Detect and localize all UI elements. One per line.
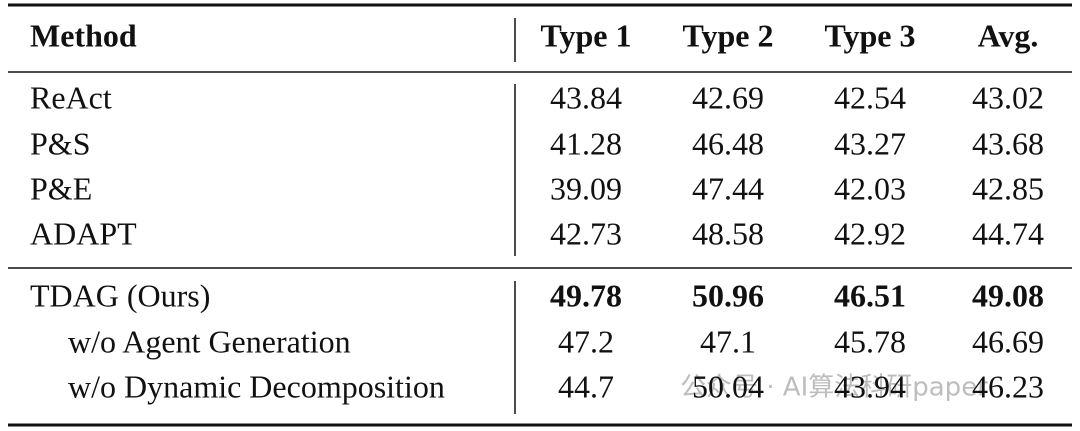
value-cell: 46.48	[692, 125, 764, 161]
value-cell: 50.04	[692, 368, 764, 404]
value-cell: 46.69	[972, 323, 1044, 359]
value-cell: 42.92	[834, 215, 906, 251]
value-cell: 47.2	[558, 323, 614, 359]
value-cell: 45.78	[834, 323, 906, 359]
method-cell: ReAct	[30, 79, 112, 115]
method-cell: w/o Dynamic Decomposition	[68, 368, 445, 404]
value-cell: 49.78	[550, 277, 622, 313]
method-cell: P&E	[30, 170, 92, 206]
method-cell: TDAG (Ours)	[30, 277, 210, 313]
header-cell: Method	[30, 17, 137, 53]
method-cell: ADAPT	[30, 215, 137, 251]
value-cell: 42.73	[550, 215, 622, 251]
value-cell: 44.74	[972, 215, 1044, 251]
value-cell: 44.7	[558, 368, 614, 404]
method-cell: w/o Agent Generation	[68, 323, 351, 359]
value-cell: 42.03	[834, 170, 906, 206]
value-cell: 49.08	[972, 277, 1044, 313]
value-cell: 50.96	[692, 277, 764, 313]
header-cell: Type 3	[825, 17, 916, 53]
header-cell: Avg.	[978, 17, 1039, 53]
value-cell: 43.27	[834, 125, 906, 161]
value-cell: 46.51	[834, 277, 906, 313]
header-cell: Type 2	[683, 17, 774, 53]
value-cell: 39.09	[550, 170, 622, 206]
value-cell: 48.58	[692, 215, 764, 251]
method-cell: P&S	[30, 125, 90, 161]
value-cell: 46.23	[972, 368, 1044, 404]
header-cell: Type 1	[541, 17, 632, 53]
value-cell: 42.69	[692, 79, 764, 115]
watermark: 公众号 · AI算法科研paper	[680, 373, 988, 403]
value-cell: 47.1	[700, 323, 756, 359]
value-cell: 43.84	[550, 79, 622, 115]
value-cell: 43.68	[972, 125, 1044, 161]
value-cell: 41.28	[550, 125, 622, 161]
value-cell: 42.85	[972, 170, 1044, 206]
value-cell: 43.94	[834, 368, 906, 404]
value-cell: 42.54	[834, 79, 906, 115]
value-cell: 47.44	[692, 170, 764, 206]
value-cell: 43.02	[972, 79, 1044, 115]
